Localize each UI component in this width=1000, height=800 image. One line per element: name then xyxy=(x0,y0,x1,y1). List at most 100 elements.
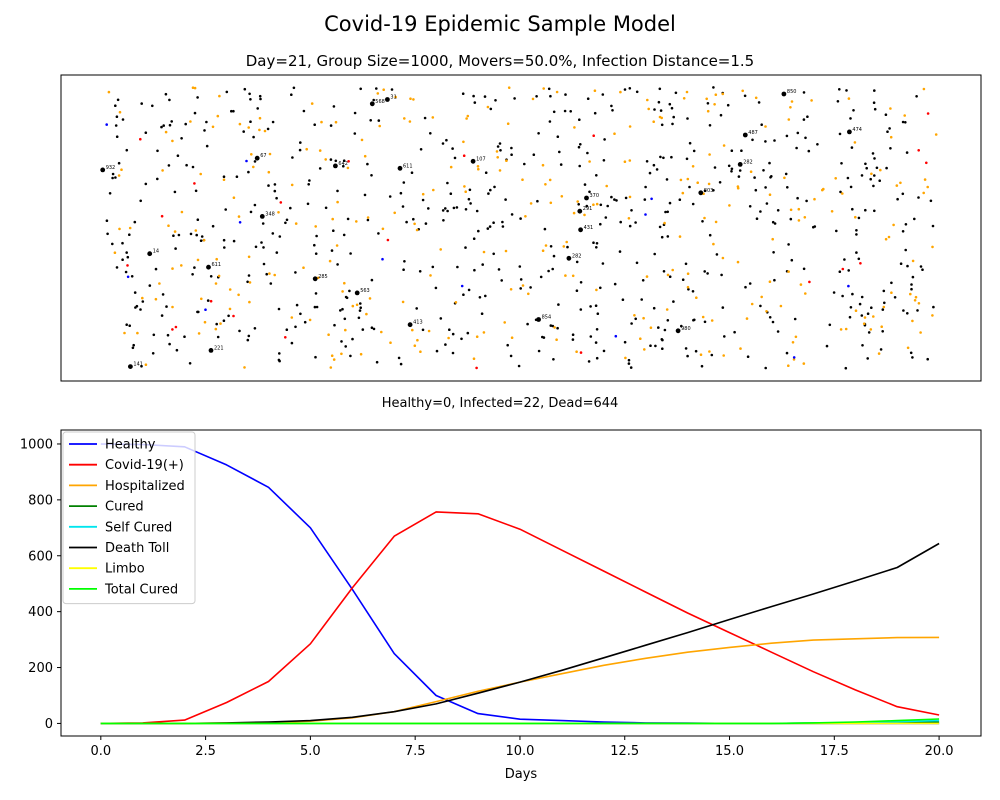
person-dot-hospitalized xyxy=(368,297,372,300)
person-dot-dead xyxy=(594,341,598,344)
person-dot-dead xyxy=(885,166,888,170)
person-dot-dead xyxy=(624,196,628,200)
person-dot-hospitalized xyxy=(917,302,921,305)
person-dot-dead xyxy=(175,348,179,352)
person-id-label: 932 xyxy=(106,165,116,171)
person-dot-dead xyxy=(166,333,170,337)
person-id-label: 413 xyxy=(413,320,423,326)
person-id-label: 370 xyxy=(590,193,600,199)
person-dot-dead xyxy=(832,291,836,294)
person-dot-hospitalized xyxy=(320,120,323,124)
x-tick-label: 5.0 xyxy=(300,744,321,759)
person-dot-dead xyxy=(344,345,348,348)
person-dot-hospitalized xyxy=(593,89,597,92)
person-dot-infected xyxy=(579,351,583,354)
person-dot-hospitalized xyxy=(335,244,339,247)
person-dot-dead xyxy=(730,167,734,171)
person-dot-hospitalized xyxy=(789,106,792,109)
person-dot-dead xyxy=(334,159,338,163)
person-dot-dead xyxy=(685,157,689,161)
person-dot-dead xyxy=(755,217,759,220)
person-dot-dead xyxy=(349,252,352,255)
person-dot-hospitalized xyxy=(642,316,645,320)
person-dot-dead xyxy=(784,172,788,176)
person-dot-hospitalized xyxy=(854,309,858,313)
person-dot-dead xyxy=(796,196,799,200)
person-dot-dead xyxy=(773,222,777,225)
person-dot-hospitalized xyxy=(310,102,314,105)
person-dot-hospitalized xyxy=(506,122,510,125)
person-dot-hospitalized xyxy=(415,228,419,232)
labeled-person-dot xyxy=(259,214,265,219)
person-dot-dead xyxy=(247,334,251,338)
person-dot-dead xyxy=(248,92,251,96)
person-dot-dead xyxy=(188,362,192,365)
person-dot-hospitalized xyxy=(216,114,220,118)
person-dot-hospitalized xyxy=(549,201,553,205)
person-dot-dead xyxy=(566,245,569,249)
person-dot-dead xyxy=(128,233,131,236)
person-dot-dead xyxy=(703,189,707,193)
person-dot-dead xyxy=(140,365,143,368)
person-dot-dead xyxy=(227,314,230,318)
person-dot-hospitalized xyxy=(394,95,397,99)
person-dot-dead xyxy=(860,174,864,177)
person-dot-dead xyxy=(451,332,455,336)
person-id-label: 107 xyxy=(476,156,486,162)
person-dot-dead xyxy=(473,101,477,104)
labeled-person-dot xyxy=(312,276,318,282)
person-dot-dead xyxy=(497,268,501,271)
person-dot-dead xyxy=(640,298,643,301)
person-dot-hospitalized xyxy=(639,337,642,341)
x-tick-label: 7.5 xyxy=(405,744,426,759)
person-dot-dead xyxy=(666,210,669,214)
person-dot-dead xyxy=(160,314,164,317)
series-line-covid-19- xyxy=(100,511,940,725)
person-dot-infected xyxy=(386,238,390,242)
y-tick-label: 600 xyxy=(28,549,53,564)
person-dot-dead xyxy=(849,306,853,309)
person-dot-hospitalized xyxy=(466,114,470,118)
person-dot-hospitalized xyxy=(713,103,716,106)
person-dot-hospitalized xyxy=(771,237,774,241)
labeled-person-dot xyxy=(354,290,360,296)
person-dot-dead xyxy=(260,241,263,244)
person-dot-hospitalized xyxy=(324,158,328,161)
person-dot-dead xyxy=(660,123,664,127)
person-dot-dead xyxy=(552,254,556,258)
person-dot-dead xyxy=(921,268,924,272)
person-dot-dead xyxy=(691,290,695,293)
x-tick-label: 2.5 xyxy=(195,744,216,759)
series-line-hospitalized xyxy=(100,636,940,725)
person-dot-dead xyxy=(910,287,913,291)
person-dot-dead xyxy=(195,233,198,237)
person-dot-dead xyxy=(247,274,251,277)
person-dot-dead xyxy=(785,351,789,355)
person-dot-dead xyxy=(606,204,609,208)
person-dot-dead xyxy=(303,320,307,324)
person-dot-dead xyxy=(121,258,124,262)
y-tick-label: 200 xyxy=(28,661,53,676)
person-dot-hospitalized xyxy=(189,120,192,123)
person-dot-dead xyxy=(200,235,204,238)
person-dot-infected xyxy=(171,328,174,331)
person-dot-dead xyxy=(764,366,767,370)
person-dot-dead xyxy=(496,145,500,148)
person-dot-hospitalized xyxy=(411,328,414,332)
person-dot-dead xyxy=(196,310,199,314)
person-dot-hospitalized xyxy=(931,245,934,249)
person-dot-dead xyxy=(701,220,704,223)
person-dot-dead xyxy=(595,246,598,249)
person-dot-dead xyxy=(358,309,362,312)
person-dot-dead xyxy=(415,307,419,310)
person-dot-dead xyxy=(290,93,293,96)
person-dot-hospitalized xyxy=(914,295,918,299)
person-dot-dead xyxy=(746,355,750,359)
labeled-person-dot xyxy=(397,165,403,171)
person-dot-hospitalized xyxy=(922,87,926,91)
person-dot-dead xyxy=(211,224,215,228)
person-dot-hospitalized xyxy=(541,249,545,252)
person-dot-hospitalized xyxy=(576,200,579,203)
person-dot-dead xyxy=(419,148,423,151)
person-dot-dead xyxy=(140,102,143,105)
